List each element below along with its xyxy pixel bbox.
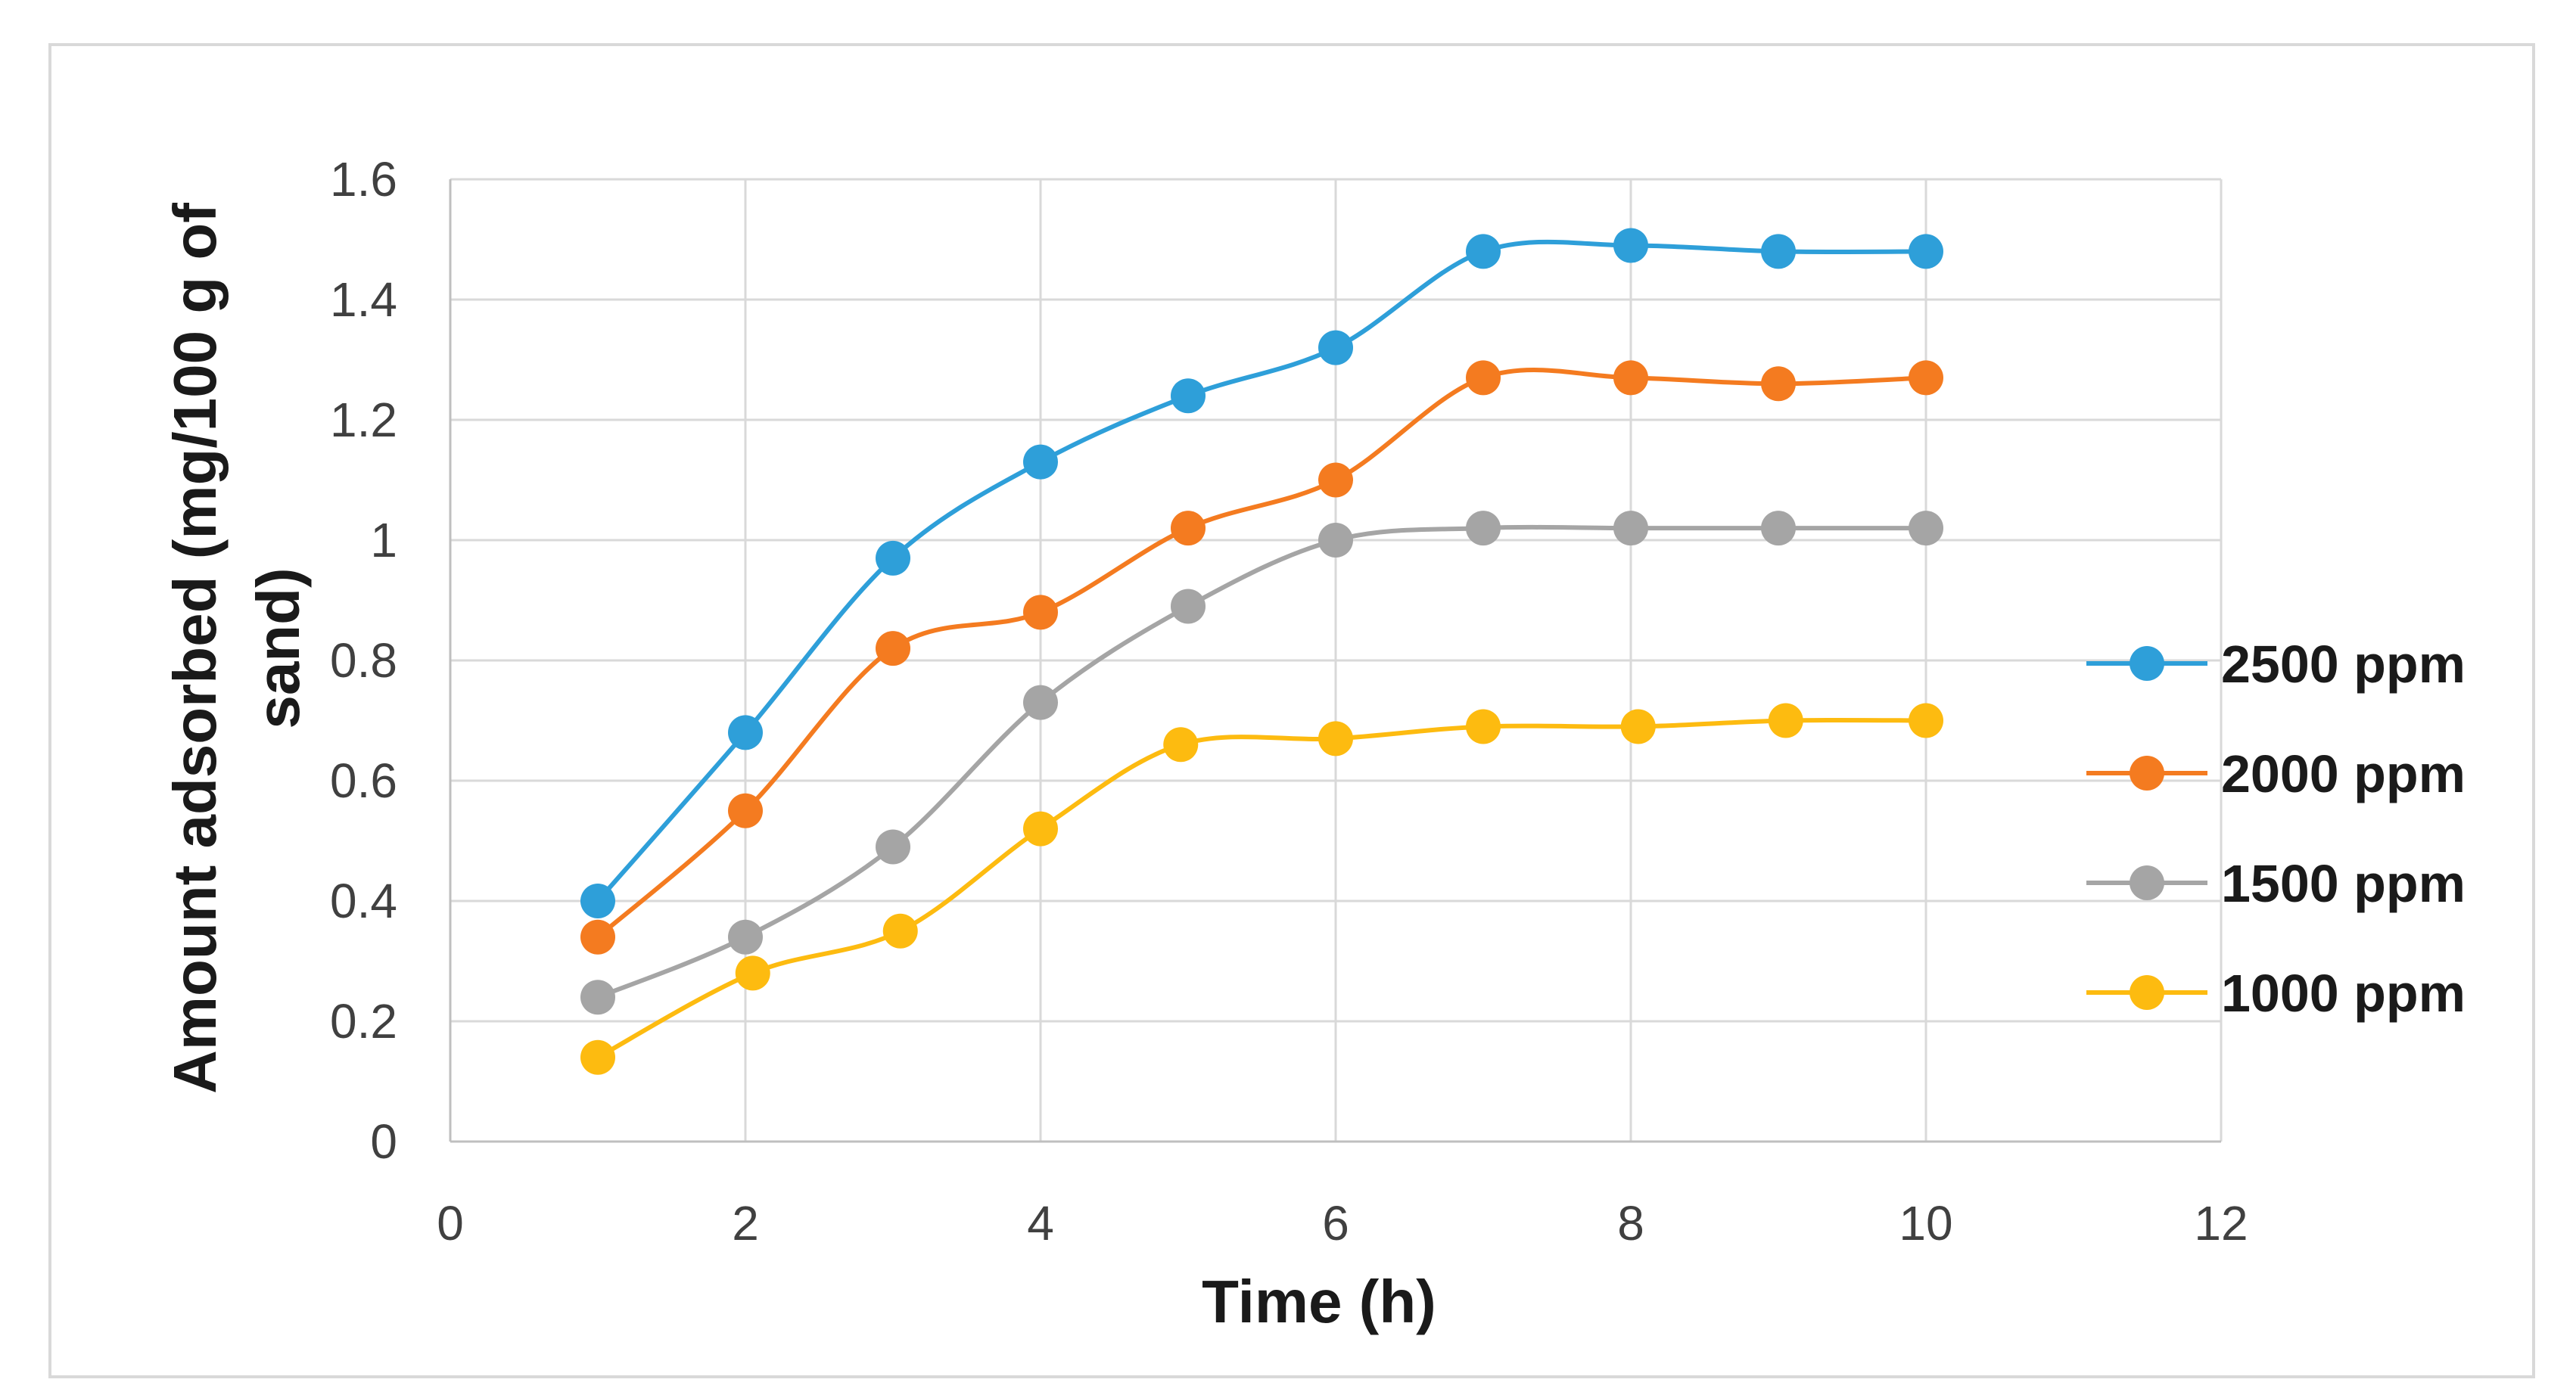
data-point-2500-ppm	[580, 884, 615, 918]
data-point-1000-ppm	[882, 913, 918, 949]
x-tick-label: 8	[1617, 1196, 1644, 1250]
data-point-1500-ppm	[1613, 511, 1648, 546]
x-axis-title: Time (h)	[1202, 1268, 1436, 1335]
data-point-1000-ppm	[1768, 703, 1803, 738]
gridlines	[450, 178, 2223, 1142]
data-point-1500-ppm	[1909, 511, 1943, 546]
legend: 2500 ppm 2000 ppm 1500 ppm 1000 ppm	[2086, 635, 2466, 1023]
data-point-2000-ppm	[580, 919, 615, 955]
data-point-1500-ppm	[1761, 511, 1796, 546]
legend-label: 2500 ppm	[2221, 635, 2466, 694]
data-point-2500-ppm	[1023, 444, 1058, 480]
data-point-2000-ppm	[1761, 366, 1796, 402]
legend-marker	[2130, 865, 2164, 900]
data-point-2500-ppm	[1909, 234, 1943, 269]
data-point-2000-ppm	[728, 793, 763, 828]
data-point-1500-ppm	[1318, 523, 1353, 558]
data-point-2000-ppm	[1023, 595, 1058, 630]
data-point-2500-ppm	[1171, 378, 1206, 414]
legend-label: 1000 ppm	[2221, 964, 2466, 1023]
data-point-1500-ppm	[876, 829, 910, 865]
series-lines	[580, 228, 1943, 1075]
y-tick-label: 0	[370, 1114, 397, 1169]
data-point-1500-ppm	[1466, 511, 1501, 546]
series-2500-ppm	[580, 228, 1943, 918]
data-point-1500-ppm	[580, 980, 615, 1015]
data-point-2500-ppm	[1318, 330, 1353, 365]
data-point-1000-ppm	[580, 1039, 615, 1075]
series-line-1000-ppm	[596, 717, 1927, 1060]
y-tick-label: 1.2	[330, 393, 397, 447]
series-2000-ppm	[580, 360, 1943, 955]
y-tick-label: 0.2	[330, 994, 397, 1048]
data-point-2000-ppm	[1171, 511, 1206, 546]
y-tick-label: 0.4	[330, 874, 397, 928]
legend-marker	[2130, 975, 2164, 1010]
data-point-1000-ppm	[1318, 721, 1353, 756]
y-tick-label: 1.6	[330, 152, 397, 207]
x-tick-label: 12	[2194, 1196, 2248, 1250]
data-point-1000-ppm	[1466, 709, 1501, 744]
legend-entry-1000-ppm: 1000 ppm	[2086, 964, 2466, 1023]
y-axis-title-line-2: sand)	[244, 567, 312, 729]
data-point-1000-ppm	[1023, 811, 1058, 847]
data-point-2000-ppm	[1613, 360, 1648, 396]
series-1000-ppm	[580, 703, 1943, 1075]
y-tick-label: 0.6	[330, 753, 397, 808]
data-point-2500-ppm	[876, 540, 910, 576]
legend-label: 2000 ppm	[2221, 744, 2466, 803]
y-axis-title: Amount adsorbed (mg/100 g of sand)	[161, 203, 312, 1094]
series-1500-ppm	[580, 511, 1943, 1015]
legend-entry-2500-ppm: 2500 ppm	[2086, 635, 2466, 694]
data-point-2500-ppm	[1613, 228, 1648, 263]
legend-entry-2000-ppm: 2000 ppm	[2086, 744, 2466, 803]
data-point-1000-ppm	[735, 955, 770, 991]
legend-marker	[2130, 756, 2164, 791]
legend-marker	[2130, 646, 2164, 681]
data-point-2000-ppm	[876, 631, 910, 666]
data-point-2500-ppm	[1761, 234, 1796, 269]
series-line-2000-ppm	[596, 368, 1927, 939]
series-line-1500-ppm	[596, 524, 1926, 999]
series-line-2500-ppm	[596, 239, 1927, 902]
data-point-1000-ppm	[1620, 709, 1656, 744]
legend-entry-1500-ppm: 1500 ppm	[2086, 854, 2466, 913]
chart-frame	[48, 43, 2535, 1378]
data-point-1000-ppm	[1909, 703, 1943, 738]
tick-labels: 0 0.2 0.4 0.6 0.8 1 1.2 1.4 1.6 0 2 4 6 8 10 12	[330, 152, 2248, 1250]
axes	[449, 179, 2221, 1143]
data-point-1000-ppm	[1163, 727, 1199, 763]
y-tick-label: 0.8	[330, 633, 397, 688]
x-tick-label: 10	[1899, 1196, 1952, 1250]
data-point-1500-ppm	[1171, 589, 1206, 624]
x-tick-label: 0	[437, 1196, 464, 1250]
x-tick-label: 4	[1027, 1196, 1054, 1250]
data-point-2500-ppm	[728, 715, 763, 750]
data-point-2000-ppm	[1318, 462, 1353, 498]
data-point-1500-ppm	[1023, 685, 1058, 720]
data-point-2500-ppm	[1466, 234, 1501, 269]
data-point-1500-ppm	[728, 919, 763, 955]
y-axis-title-line-1: Amount adsorbed (mg/100 g of	[161, 203, 229, 1094]
x-tick-label: 2	[732, 1196, 759, 1250]
data-point-2000-ppm	[1909, 360, 1943, 396]
data-point-2000-ppm	[1466, 360, 1501, 396]
legend-label: 1500 ppm	[2221, 854, 2466, 913]
y-tick-label: 1	[370, 513, 397, 567]
x-tick-label: 6	[1322, 1196, 1349, 1250]
y-tick-label: 1.4	[330, 272, 397, 327]
